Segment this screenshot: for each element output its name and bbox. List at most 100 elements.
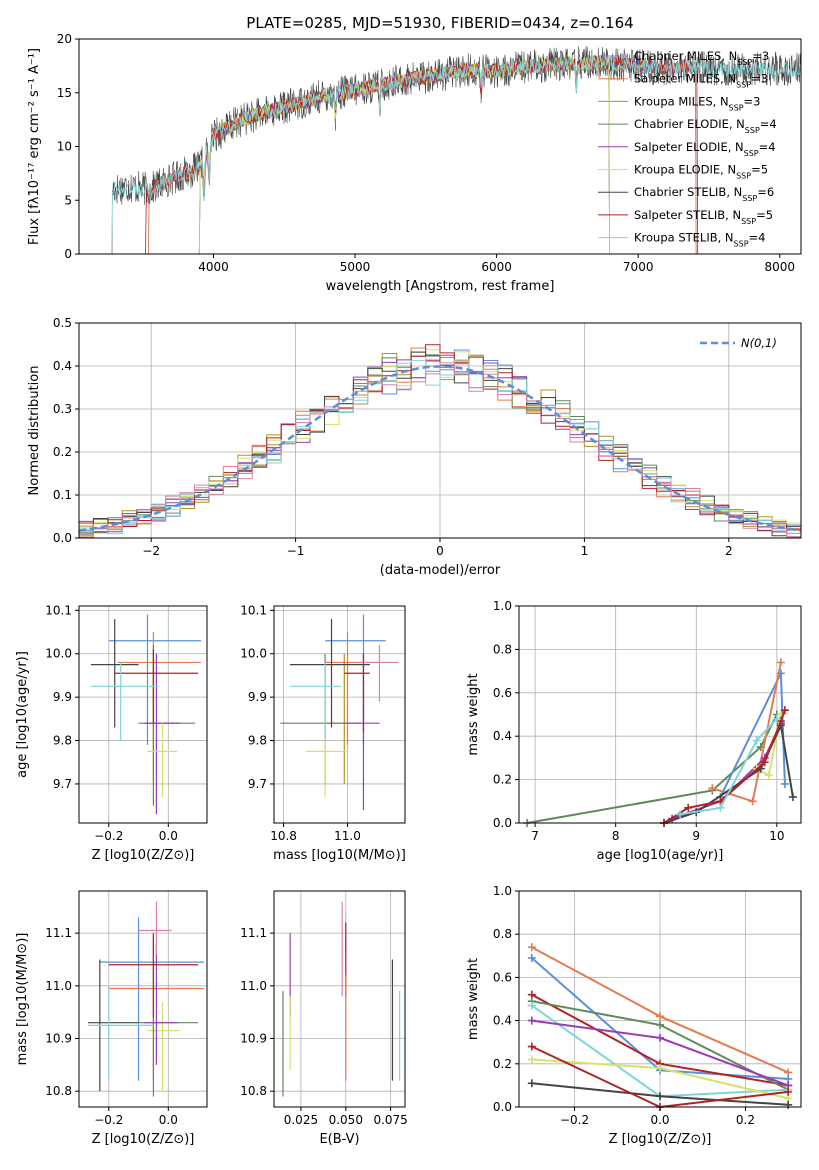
x-tick-label: 0.075 — [373, 1113, 407, 1127]
y-tick-label: 10.8 — [240, 1084, 267, 1098]
legend-sub: SSP — [734, 239, 749, 248]
x-axis-label: Z [log10(Z/Z⊙)] — [92, 848, 195, 863]
x-tick-label: 6000 — [481, 260, 512, 274]
legend-label: Chabrier ELODIE, NSSP=4 — [634, 117, 777, 135]
series-marker — [780, 706, 789, 715]
plot-frame — [273, 605, 406, 824]
x-tick-label: −0.2 — [94, 1113, 123, 1127]
legend-label: Salpeter MILES, NSSP=3 — [634, 72, 768, 90]
plot-frame — [78, 605, 208, 824]
legend-n: =3 — [744, 94, 761, 108]
series-marker — [772, 714, 781, 723]
legend-n: =3 — [752, 49, 769, 63]
x-axis-label: Z [log10(Z/Z⊙)] — [609, 1132, 712, 1147]
y-tick-label: 5 — [64, 193, 72, 207]
y-tick-label: 10.9 — [45, 1032, 72, 1046]
spectrum-panel: 4000 5000 6000 7000 8000 0 5 10 15 20 wavelength [… — [27, 32, 802, 294]
spectrum-line — [145, 55, 699, 254]
legend-text: Salpeter ELODIE, N — [634, 140, 744, 154]
age-vs-mass-panel: 10.8 11.0 9.7 9.8 9.9 10.0 10.1 mass [log10(M/M… — [240, 603, 406, 863]
x-tick-label: −0.2 — [94, 829, 123, 843]
y-axis-label: Flux [fλ10⁻¹⁷ erg cm⁻² s⁻¹ A⁻¹] — [27, 48, 42, 245]
y-axis-label: age [log10(age/yr)] — [15, 651, 30, 778]
series-marker — [760, 758, 769, 767]
legend-text: Kroupa ELODIE, N — [634, 163, 736, 177]
series-marker — [752, 736, 761, 745]
legend-sub: SSP — [729, 103, 744, 112]
y-tick-label: 0.2 — [53, 445, 72, 459]
legend-label: Chabrier MILES, NSSP=3 — [634, 49, 769, 67]
y-tick-label: 9.8 — [248, 734, 267, 748]
x-tick-label: 9 — [692, 829, 700, 843]
series-line — [526, 714, 778, 824]
legend-label: Salpeter STELIB, NSSP=5 — [634, 208, 773, 226]
figure-title: PLATE=0285, MJD=51930, FIBERID=0434, z=0… — [246, 14, 633, 32]
legend-label: Chabrier STELIB, NSSP=6 — [634, 185, 774, 203]
y-tick-label: 9.7 — [53, 777, 72, 791]
series-marker — [527, 1001, 536, 1010]
legend-n: =5 — [756, 208, 773, 222]
x-tick-label: 0.2 — [736, 1113, 755, 1127]
x-tick-label: 4000 — [198, 260, 229, 274]
legend-sub: SSP — [742, 194, 757, 203]
y-tick-label: 0.4 — [493, 729, 512, 743]
y-axis-label: mass weight — [466, 958, 481, 1040]
x-tick-label: 5000 — [340, 260, 371, 274]
y-tick-label: 10.0 — [240, 647, 267, 661]
y-tick-label: 0 — [64, 247, 72, 261]
legend-sub: SSP — [741, 216, 756, 225]
series-marker — [527, 1042, 536, 1051]
series-marker — [748, 797, 757, 806]
legend-label: Kroupa ELODIE, NSSP=5 — [634, 163, 768, 181]
legend-label: Kroupa MILES, NSSP=3 — [634, 94, 760, 112]
y-tick-label: 0.0 — [493, 1100, 512, 1114]
y-axis-label: Normed distribution — [27, 366, 42, 496]
plot-frame — [273, 890, 406, 1108]
x-tick-label: 8000 — [764, 260, 795, 274]
y-tick-label: 0.6 — [493, 970, 512, 984]
y-tick-label: 0.4 — [53, 359, 72, 373]
plot-frame — [518, 605, 802, 824]
histogram-step — [79, 344, 801, 533]
legend-n: =4 — [759, 140, 776, 154]
y-tick-label: 0.3 — [53, 402, 72, 416]
series-marker — [684, 803, 693, 812]
y-tick-label: 10.0 — [45, 647, 72, 661]
x-tick-label: 7000 — [623, 260, 654, 274]
series-line — [679, 718, 778, 816]
y-axis-label: mass weight — [466, 673, 481, 755]
x-tick-label: 1 — [581, 544, 589, 558]
legend-text: Salpeter STELIB, N — [634, 208, 741, 222]
series-marker — [656, 1092, 664, 1101]
y-tick-label: 10.1 — [240, 603, 267, 617]
series-marker — [527, 953, 536, 962]
mass-vs-EBV-panel: 0.025 0.050 0.075 10.8 10.9 11.0 11.1 E(B-V) — [240, 890, 408, 1147]
series-marker — [716, 803, 725, 812]
y-tick-label: 1.0 — [493, 599, 512, 613]
legend-sub: SSP — [737, 58, 752, 67]
y-tick-label: 0.5 — [53, 316, 72, 330]
series-marker — [708, 784, 717, 793]
legend-n: =4 — [749, 231, 766, 245]
legend-n: =4 — [760, 117, 777, 131]
x-tick-label: 10.8 — [270, 829, 297, 843]
legend-sub: SSP — [745, 126, 760, 135]
x-tick-label: 2 — [725, 544, 733, 558]
age-vs-Z-panel: −0.2 0.0 9.7 9.8 9.9 10.0 10.1 Z [log10(Z/Z⊙)] a… — [15, 603, 208, 863]
x-axis-label: mass [log10(M/M⊙)] — [273, 848, 406, 863]
legend: Chabrier MILES, NSSP=3 Salpeter MILES, NS… — [598, 49, 777, 248]
series-marker — [527, 943, 536, 952]
x-tick-label: 0.025 — [284, 1113, 318, 1127]
y-tick-label: 0.0 — [53, 531, 72, 545]
histogram-step — [79, 362, 801, 538]
spectrum-line — [148, 55, 697, 254]
massweight-vs-age-panel: 7 8 9 10 0.0 0.2 0.4 0.6 0.8 1.0 age [log10(age/yr… — [466, 599, 802, 863]
x-tick-label: −1 — [287, 544, 305, 558]
legend-n: =5 — [751, 163, 768, 177]
y-tick-label: 15 — [57, 86, 72, 100]
y-tick-label: 0.8 — [493, 927, 512, 941]
y-tick-label: 9.7 — [248, 777, 267, 791]
residuals-panel: −2 −1 0 1 2 0.0 0.1 0.2 0.3 0.4 0.5 (data-model)/er… — [27, 316, 802, 578]
x-axis-label: Z [log10(Z/Z⊙)] — [92, 1132, 195, 1147]
